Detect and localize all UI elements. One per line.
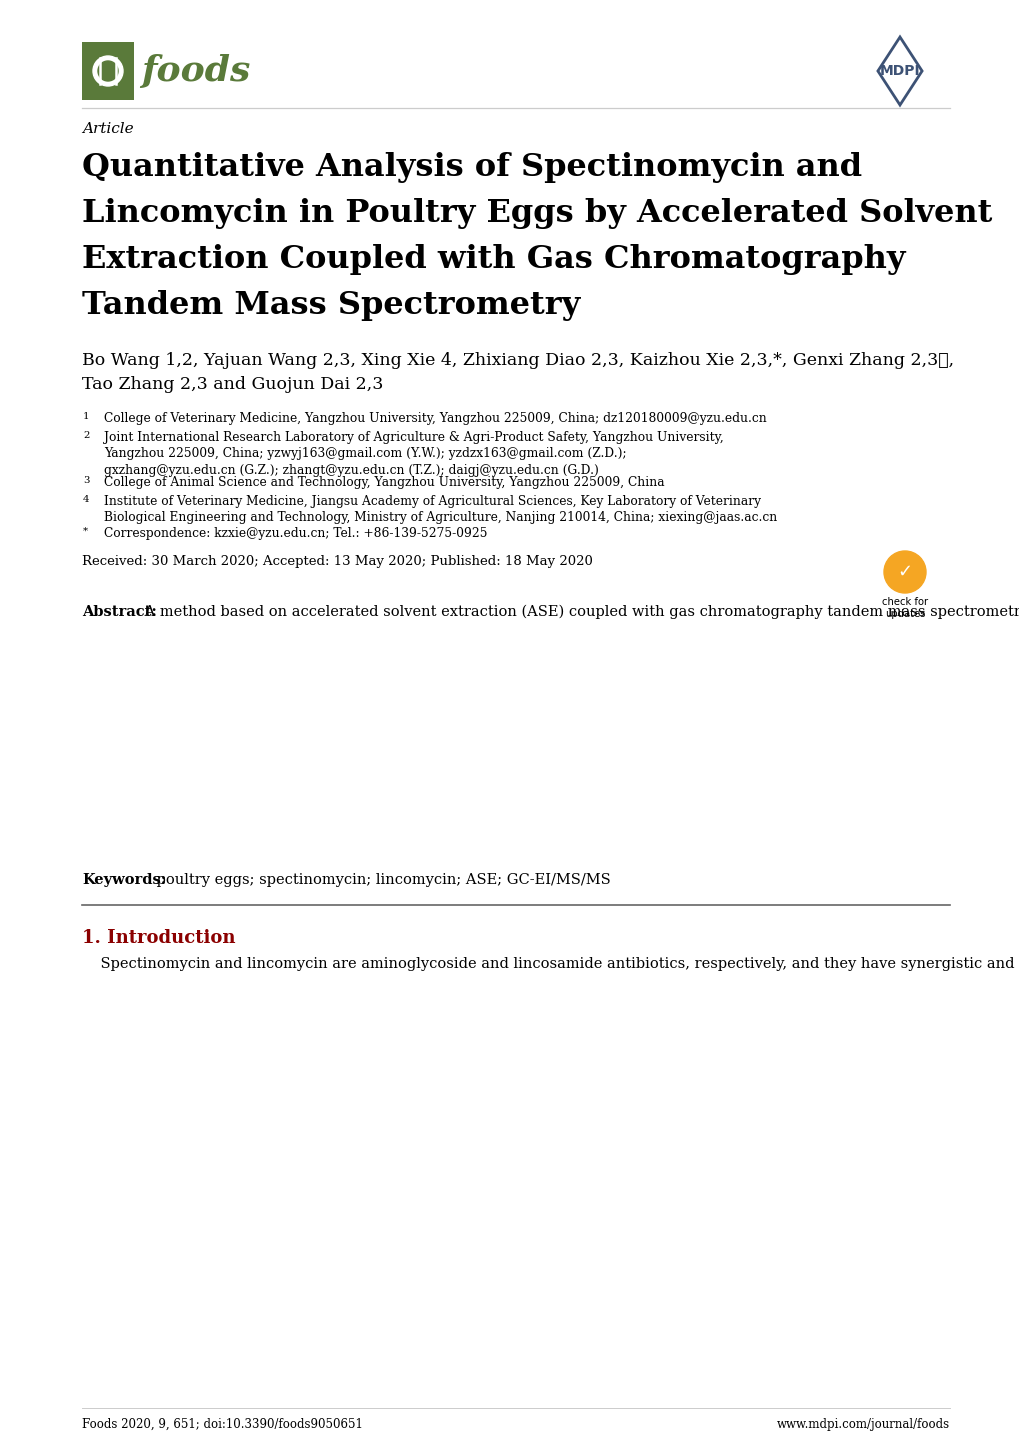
Text: College of Animal Science and Technology, Yangzhou University, Yangzhou 225009, : College of Animal Science and Technology… (104, 476, 664, 489)
Text: MDPI: MDPI (878, 63, 919, 78)
Circle shape (93, 56, 123, 87)
Text: College of Veterinary Medicine, Yangzhou University, Yangzhou 225009, China; dz1: College of Veterinary Medicine, Yangzhou… (104, 412, 766, 425)
Text: A method based on accelerated solvent extraction (ASE) coupled with gas chromato: A method based on accelerated solvent ex… (140, 606, 1019, 620)
Text: Extraction Coupled with Gas Chromatography: Extraction Coupled with Gas Chromatograp… (82, 244, 905, 275)
Text: foods: foods (141, 53, 250, 88)
Text: 1: 1 (83, 412, 90, 421)
Circle shape (883, 551, 925, 593)
Text: Keywords:: Keywords: (82, 872, 166, 887)
Text: Joint International Research Laboratory of Agriculture & Agri-Product Safety, Ya: Joint International Research Laboratory … (104, 431, 723, 477)
Text: Received: 30 March 2020; Accepted: 13 May 2020; Published: 18 May 2020: Received: 30 March 2020; Accepted: 13 Ma… (82, 555, 592, 568)
Text: Lincomycin in Poultry Eggs by Accelerated Solvent: Lincomycin in Poultry Eggs by Accelerate… (82, 198, 991, 229)
Text: Abstract:: Abstract: (82, 606, 157, 619)
Text: Quantitative Analysis of Spectinomycin and: Quantitative Analysis of Spectinomycin a… (82, 151, 861, 183)
Text: Spectinomycin and lincomycin are aminoglycoside and lincosamide antibiotics, res: Spectinomycin and lincomycin are aminogl… (82, 957, 1019, 970)
Text: www.mdpi.com/journal/foods: www.mdpi.com/journal/foods (776, 1417, 949, 1430)
Text: Correspondence: kzxie@yzu.edu.cn; Tel.: +86-139-5275-0925: Correspondence: kzxie@yzu.edu.cn; Tel.: … (104, 526, 487, 539)
Text: 2: 2 (83, 431, 90, 440)
FancyBboxPatch shape (82, 42, 133, 99)
Text: 3: 3 (83, 476, 90, 485)
Text: Institute of Veterinary Medicine, Jiangsu Academy of Agricultural Sciences, Key : Institute of Veterinary Medicine, Jiangs… (104, 495, 776, 525)
Text: Foods 2020, 9, 651; doi:10.3390/foods9050651: Foods 2020, 9, 651; doi:10.3390/foods905… (82, 1417, 363, 1430)
Text: poultry eggs; spectinomycin; lincomycin; ASE; GC-EI/MS/MS: poultry eggs; spectinomycin; lincomycin;… (152, 872, 610, 887)
Text: check for
updates: check for updates (881, 597, 927, 619)
Text: 4: 4 (83, 495, 90, 503)
Circle shape (98, 61, 118, 81)
Text: Bo Wang 1,2, Yajuan Wang 2,3, Xing Xie 4, Zhixiang Diao 2,3, Kaizhou Xie 2,3,*, : Bo Wang 1,2, Yajuan Wang 2,3, Xing Xie 4… (82, 352, 953, 369)
Text: Article: Article (82, 123, 133, 136)
Text: 1. Introduction: 1. Introduction (82, 929, 235, 947)
Text: Tao Zhang 2,3 and Guojun Dai 2,3: Tao Zhang 2,3 and Guojun Dai 2,3 (82, 376, 383, 394)
Text: *: * (83, 526, 88, 535)
Text: ✓: ✓ (897, 562, 912, 581)
Text: Tandem Mass Spectrometry: Tandem Mass Spectrometry (82, 290, 580, 322)
